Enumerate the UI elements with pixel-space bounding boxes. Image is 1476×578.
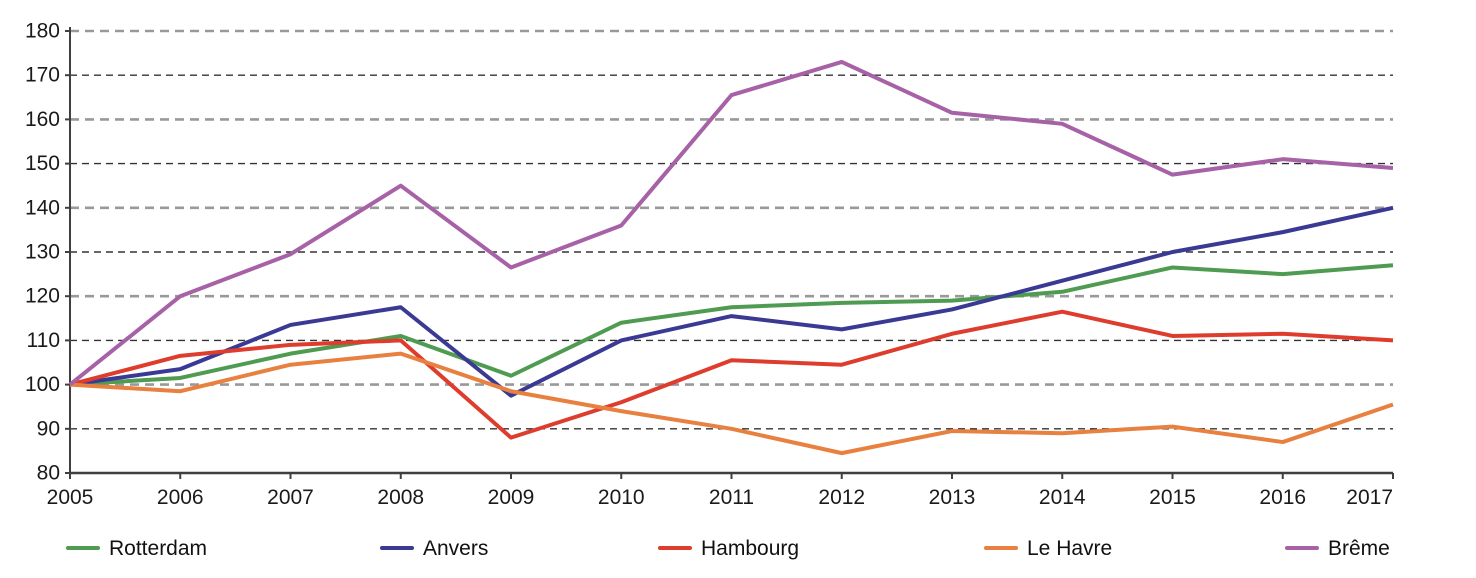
legend-item-hambourg: Hambourg <box>658 534 799 562</box>
legend-item-rotterdam: Rotterdam <box>66 534 207 562</box>
series-line-hambourg <box>69 309 1394 440</box>
legend-label: Anvers <box>423 536 489 560</box>
legend-swatch-icon <box>66 546 100 550</box>
x-tick-label: 2013 <box>929 486 976 509</box>
y-tick-label: 180 <box>25 20 60 43</box>
y-tick-label: 110 <box>27 329 60 352</box>
x-tick-label: 2017 <box>1346 486 1393 509</box>
y-tick-label: 100 <box>25 373 60 396</box>
legend-label: Le Havre <box>1027 536 1113 560</box>
legend-item-brême: Brême <box>1285 534 1390 562</box>
legend-swatch-icon <box>380 546 414 550</box>
legend-item-anvers: Anvers <box>380 534 488 562</box>
x-tick-label: 2005 <box>47 486 94 509</box>
legend-label: Rotterdam <box>109 536 208 560</box>
y-tick-label: 160 <box>25 108 60 131</box>
y-tick-label: 130 <box>25 241 60 264</box>
chart-plot-area: 80 90 100 110 120 130 140 150 160 170 180 2005 2006 2… <box>25 20 1394 509</box>
x-tick-label: 2014 <box>1039 486 1086 509</box>
y-tick-label: 150 <box>25 152 60 175</box>
y-tick-label: 120 <box>25 285 60 308</box>
x-tick-label: 2016 <box>1259 486 1306 509</box>
legend-label: Hambourg <box>701 536 800 560</box>
y-tick-label: 90 <box>37 417 60 440</box>
x-tick-label: 2008 <box>377 486 424 509</box>
series-line-anvers <box>69 205 1394 398</box>
series-line-le-havre <box>69 351 1394 456</box>
x-tick-label: 2007 <box>267 486 314 509</box>
series-line-rotterdam <box>69 263 1394 387</box>
y-tick-label: 170 <box>25 64 60 87</box>
x-tick-label: 2009 <box>488 486 535 509</box>
legend-item-le-havre: Le Havre <box>984 534 1112 562</box>
legend-swatch-icon <box>984 546 1018 550</box>
y-tick-label: 80 <box>37 462 60 485</box>
chart-legend: Rotterdam Anvers Hambourg Le Havre Brême <box>0 534 1476 562</box>
x-tick-label: 2012 <box>818 486 865 509</box>
x-tick-label: 2015 <box>1149 486 1196 509</box>
x-tick-label: 2006 <box>157 486 204 509</box>
legend-swatch-icon <box>658 546 692 550</box>
legend-swatch-icon <box>1285 546 1319 550</box>
x-tick-label: 2010 <box>598 486 645 509</box>
legend-label: Brême <box>1328 536 1390 560</box>
x-tick-label: 2011 <box>709 486 754 509</box>
series-line-brême <box>68 59 1394 387</box>
y-tick-label: 140 <box>25 196 60 219</box>
